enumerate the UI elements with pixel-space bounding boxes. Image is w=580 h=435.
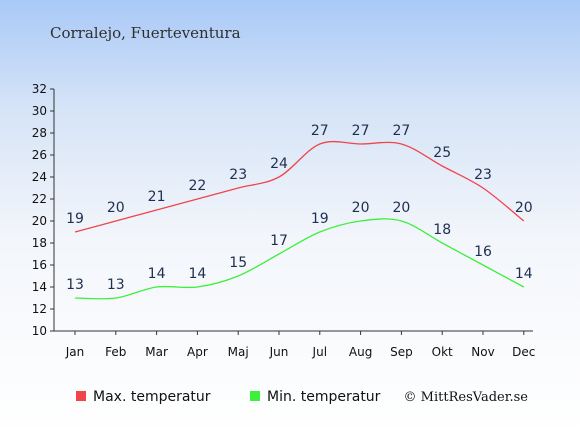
max-temperature-label: 22 <box>188 178 206 194</box>
min-temperature-label: 19 <box>311 211 329 227</box>
max-temperature-label: 27 <box>392 123 410 139</box>
chart-title: Corralejo, Fuerteventura <box>50 24 241 42</box>
y-tick-label: 32 <box>32 82 47 96</box>
y-tick-label: 24 <box>32 170 47 184</box>
min-temperature-label: 15 <box>229 255 247 271</box>
max-temperature-label: 19 <box>66 211 84 227</box>
x-tick-label: Jun <box>269 345 289 359</box>
series-layer <box>74 140 525 300</box>
legend: Max. temperatur Min. temperatur <box>76 389 381 405</box>
y-tick-label: 28 <box>32 126 47 140</box>
min-temperature-label: 13 <box>66 277 84 293</box>
data-labels: 19 20 21 22 23 24 27 27 27 25 23 20 13 13 14 14 15 17 19 20… <box>66 123 533 293</box>
min-temperature-line <box>74 218 525 300</box>
legend-swatch-max <box>76 391 86 401</box>
y-tick-label: 26 <box>32 148 47 162</box>
min-temperature-label: 14 <box>515 266 533 282</box>
axes: 10 12 14 16 18 20 22 24 26 28 30 32 Jan Feb Mar Apr Maj J… <box>32 82 536 359</box>
x-tick-label: Aug <box>349 345 372 359</box>
y-tick-label: 22 <box>32 192 47 206</box>
max-temperature-label: 25 <box>433 145 451 161</box>
y-tick-label: 16 <box>32 258 47 272</box>
min-temperature-label: 20 <box>352 200 370 216</box>
x-tick-label: Nov <box>471 345 494 359</box>
max-temperature-label: 27 <box>352 123 370 139</box>
min-temperature-label: 14 <box>188 266 206 282</box>
min-temperature-label: 18 <box>433 222 451 238</box>
y-tick-label: 14 <box>32 280 47 294</box>
x-tick-label: Sep <box>390 345 413 359</box>
max-temperature-label: 20 <box>515 200 533 216</box>
min-temperature-label: 16 <box>474 244 492 260</box>
x-tick-label: Apr <box>187 345 208 359</box>
max-temperature-label: 23 <box>229 167 247 183</box>
x-tick-label: Dec <box>512 345 535 359</box>
legend-swatch-min <box>250 391 260 401</box>
y-tick-label: 18 <box>32 236 47 250</box>
x-tick-label: Maj <box>228 345 249 359</box>
y-tick-label: 12 <box>32 302 47 316</box>
min-temperature-label: 17 <box>270 233 288 249</box>
legend-label-max: Max. temperatur <box>93 389 211 405</box>
max-temperature-label: 23 <box>474 167 492 183</box>
max-temperature-label: 20 <box>107 200 125 216</box>
min-temperature-label: 20 <box>392 200 410 216</box>
min-temperature-label: 14 <box>148 266 166 282</box>
credit-text: © MittResVader.se <box>404 390 529 405</box>
x-tick-label: Jul <box>312 345 327 359</box>
max-temperature-label: 24 <box>270 156 288 172</box>
x-tick-label: Mar <box>145 345 168 359</box>
x-tick-label: Jan <box>65 345 85 359</box>
x-tick-label: Okt <box>432 345 453 359</box>
x-tick-label: Feb <box>105 345 126 359</box>
max-temperature-label: 27 <box>311 123 329 139</box>
y-tick-label: 10 <box>32 324 47 338</box>
y-tick-label: 30 <box>32 104 47 118</box>
y-tick-label: 20 <box>32 214 47 228</box>
max-temperature-label: 21 <box>148 189 166 205</box>
max-temperature-line <box>74 140 525 233</box>
legend-label-min: Min. temperatur <box>267 389 381 405</box>
min-temperature-label: 13 <box>107 277 125 293</box>
